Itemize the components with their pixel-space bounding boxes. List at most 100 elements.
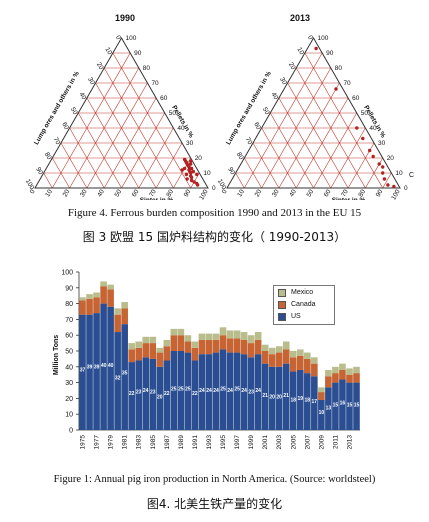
bar-data-label: 20: [276, 394, 282, 400]
bar-segment-mexico: [170, 328, 178, 336]
bar-segment-canada: [268, 354, 276, 367]
bar-segment-mexico: [226, 330, 234, 339]
composition-point: [185, 177, 189, 181]
bar-segment-mexico: [233, 330, 241, 339]
grid-line: [304, 52, 383, 189]
y-tick-label: 90: [65, 285, 73, 292]
grid-line: [121, 112, 166, 189]
bar-segment-canada: [325, 376, 332, 388]
bar-segment-canada: [353, 373, 360, 383]
bar-segment-us: [353, 382, 360, 430]
lump-tick-label: 100: [24, 178, 36, 191]
pellets-tick-label: 20: [195, 155, 203, 162]
grid-line: [138, 127, 174, 189]
bar-segment-canada: [233, 338, 241, 353]
legend-swatch-us: [278, 312, 286, 321]
axis-label-sinter: Sinter in %: [140, 197, 174, 200]
grid-line: [244, 52, 323, 189]
bar-data-label: 24: [241, 388, 247, 394]
x-tick-label: 1997: [234, 435, 241, 450]
grid-line: [330, 127, 366, 189]
bar-segment-mexico: [191, 341, 199, 348]
bar-segment-canada: [332, 373, 339, 383]
x-tick-label: 2013: [347, 435, 354, 450]
bar-data-label: 23: [150, 390, 156, 396]
legend-item-canada: Canada: [274, 299, 334, 310]
x-tick-label: 2005: [290, 435, 297, 450]
lump-tick-label: 20: [95, 61, 105, 71]
x-tick-label: 1991: [192, 435, 199, 450]
sinter-tick-label: 80: [357, 188, 367, 198]
bar-segment-us: [100, 303, 107, 430]
bar-data-label: 39: [94, 364, 100, 370]
bar-segment-mexico: [219, 327, 227, 336]
composition-point: [334, 87, 338, 91]
bar-segment-mexico: [107, 284, 114, 290]
y-tick-label: 70: [65, 317, 73, 324]
bar-segment-mexico: [100, 281, 107, 287]
bar-segment-us: [170, 351, 178, 430]
grid-line: [112, 52, 191, 189]
pellets-tick-label: 40: [369, 125, 377, 132]
pellets-tick-label: 30: [186, 140, 194, 147]
bar-segment-canada: [149, 343, 157, 359]
bar-segment-mexico: [142, 336, 150, 344]
pellets-tick-label: 0: [212, 185, 216, 192]
bar-segment-us: [184, 352, 192, 430]
bar-segment-mexico: [339, 363, 346, 370]
bar-data-label: 24: [199, 388, 205, 394]
bar-segment-us: [177, 351, 185, 430]
bar-segment-canada: [304, 358, 311, 374]
composition-point: [314, 46, 318, 51]
ternary-title-1990: 1990: [115, 13, 136, 23]
bar-segment-mexico: [114, 308, 121, 315]
composition-point: [184, 172, 189, 177]
ternary-frame: [34, 36, 209, 189]
sinter-tick-label: 40: [96, 188, 106, 198]
pellets-tick-label: 80: [143, 65, 151, 72]
bar-segment-canada: [107, 289, 114, 307]
bar-segment-mexico: [156, 347, 164, 353]
lump-tick-label: 20: [287, 61, 297, 71]
figure4-caption-zh: 图4. 北美生铁产量的变化: [146, 497, 283, 511]
x-tick-label: 1979: [108, 435, 115, 450]
x-tick-label: 2009: [318, 435, 325, 450]
pellets-tick-label: 20: [387, 155, 395, 162]
composition-point: [371, 154, 375, 159]
bar-segment-mexico: [282, 341, 290, 350]
x-tick-label: 2011: [332, 435, 339, 449]
x-tick-label: 1983: [136, 435, 143, 450]
lump-tick-label: 70: [244, 136, 254, 146]
composition-point: [381, 165, 385, 169]
y-tick-label: 30: [65, 380, 73, 387]
bar-segment-canada: [296, 355, 304, 370]
ternary-title-2013: 2013: [290, 13, 311, 23]
sinter-tick-label: 30: [271, 188, 281, 198]
x-tick-label: 2001: [262, 435, 269, 450]
axis-label-pellets: Pellets in %: [362, 104, 386, 139]
bar-segment-mexico: [205, 333, 213, 340]
bar-segment-us: [156, 366, 164, 430]
composition-point: [392, 184, 396, 189]
sinter-tick-label: 90: [183, 188, 193, 198]
bar-segment-canada: [135, 347, 143, 361]
bar-segment-canada: [114, 314, 121, 333]
bar-segment-canada: [128, 349, 135, 363]
bar-segment-mexico: [275, 346, 283, 353]
x-tick-label: 1993: [206, 435, 213, 450]
bar-segment-us: [163, 360, 171, 430]
x-tick-label: 1989: [178, 435, 185, 450]
legend-label-canada: Canada: [291, 301, 316, 308]
composition-point: [355, 126, 359, 130]
lump-tick-label: 30: [86, 76, 96, 86]
composition-point: [195, 183, 200, 187]
lump-tick-label: 100: [216, 178, 228, 191]
grid-line: [43, 172, 53, 189]
bar-segment-mexico: [121, 302, 128, 309]
y-tick-label: 80: [65, 301, 73, 308]
ternary-frame: [226, 36, 401, 189]
bar-data-label: 25: [178, 387, 184, 393]
composition-point: [189, 159, 193, 163]
sinter-tick-label: 80: [165, 188, 175, 198]
sinter-tick-label: 0: [29, 188, 37, 195]
